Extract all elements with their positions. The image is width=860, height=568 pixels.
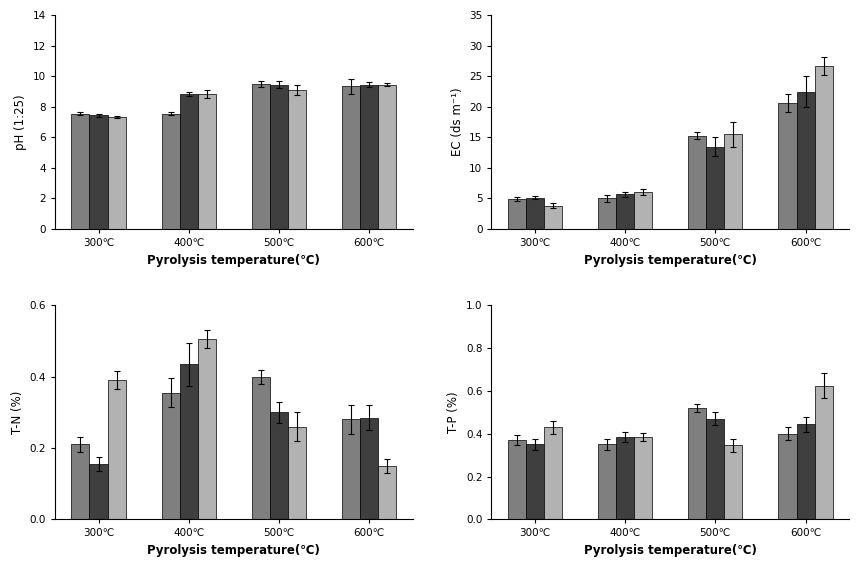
Bar	[688, 136, 706, 229]
Bar	[162, 114, 180, 229]
Bar	[288, 90, 306, 229]
Bar	[162, 392, 180, 519]
Bar	[108, 380, 126, 519]
Bar	[180, 94, 198, 229]
Bar	[598, 198, 616, 229]
Bar	[360, 417, 378, 519]
Bar	[507, 199, 525, 229]
Y-axis label: EC (ds m⁻¹): EC (ds m⁻¹)	[451, 88, 464, 156]
Bar	[814, 386, 832, 519]
Y-axis label: T-P (%): T-P (%)	[447, 391, 460, 433]
Bar	[796, 424, 814, 519]
Bar	[198, 339, 216, 519]
Bar	[180, 364, 198, 519]
Bar	[270, 85, 288, 229]
Bar	[342, 419, 360, 519]
Bar	[288, 427, 306, 519]
Bar	[778, 434, 796, 519]
Bar	[688, 408, 706, 519]
Bar	[525, 198, 544, 229]
X-axis label: Pyrolysis temperature(℃): Pyrolysis temperature(℃)	[584, 544, 757, 557]
Bar	[252, 377, 270, 519]
Bar	[360, 85, 378, 229]
Bar	[252, 84, 270, 229]
Bar	[525, 444, 544, 519]
Bar	[544, 427, 562, 519]
Bar	[544, 206, 562, 229]
Bar	[378, 466, 396, 519]
Bar	[616, 194, 634, 229]
Bar	[616, 437, 634, 519]
Bar	[89, 115, 108, 229]
Bar	[342, 86, 360, 229]
Bar	[108, 117, 126, 229]
X-axis label: Pyrolysis temperature(℃): Pyrolysis temperature(℃)	[584, 254, 757, 266]
Bar	[814, 66, 832, 229]
Y-axis label: pH (1:25): pH (1:25)	[15, 94, 28, 150]
Bar	[724, 445, 742, 519]
Y-axis label: T-N (%): T-N (%)	[11, 391, 24, 434]
Bar	[378, 85, 396, 229]
Bar	[706, 147, 724, 229]
Bar	[724, 134, 742, 229]
Bar	[71, 114, 89, 229]
Bar	[778, 103, 796, 229]
Bar	[598, 444, 616, 519]
X-axis label: Pyrolysis temperature(℃): Pyrolysis temperature(℃)	[147, 254, 321, 266]
Bar	[71, 444, 89, 519]
Bar	[706, 419, 724, 519]
Bar	[796, 91, 814, 229]
X-axis label: Pyrolysis temperature(℃): Pyrolysis temperature(℃)	[147, 544, 321, 557]
Bar	[507, 440, 525, 519]
Bar	[634, 437, 652, 519]
Bar	[634, 192, 652, 229]
Bar	[89, 464, 108, 519]
Bar	[198, 94, 216, 229]
Bar	[270, 412, 288, 519]
